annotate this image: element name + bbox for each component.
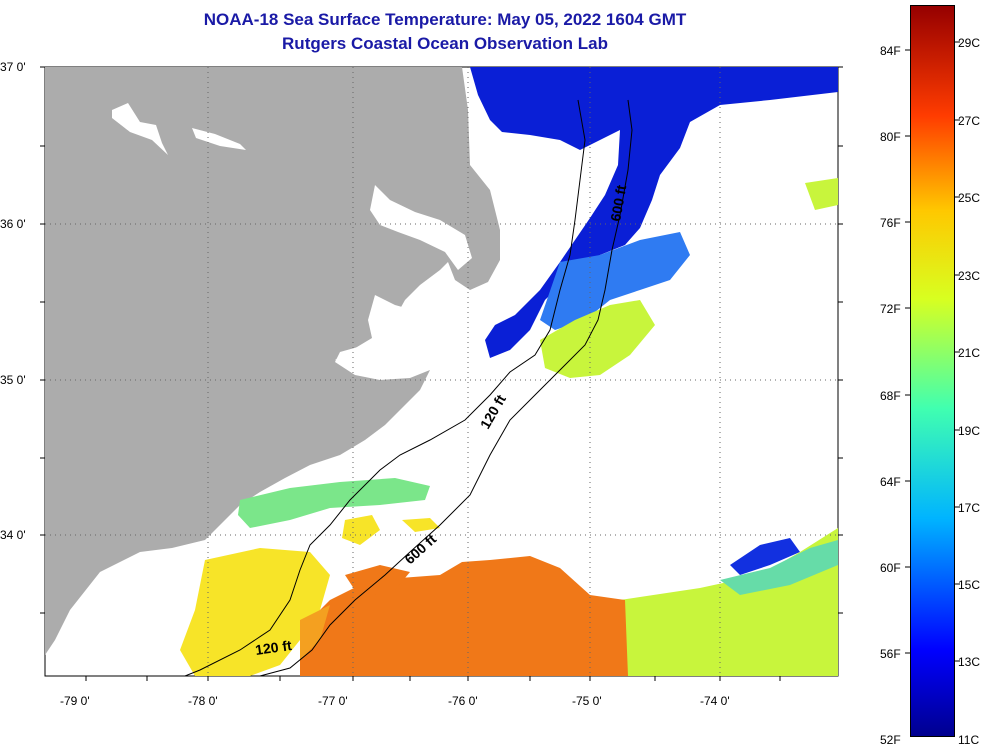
colorbar-f-label: 56F: [880, 647, 901, 661]
map-title: NOAA-18 Sea Surface Temperature: May 05,…: [203, 10, 687, 29]
inland-water: [192, 128, 246, 150]
colorbar-c-label: 29C: [958, 36, 981, 50]
colorbar-c-label: 27C: [958, 114, 981, 128]
colorbar-c-label: 25C: [958, 191, 981, 205]
graticule: [45, 67, 838, 676]
colorbar-f-label: 76F: [880, 216, 901, 230]
colorbar-f-label: 80F: [880, 130, 901, 144]
lon-label: -79 0': [60, 694, 90, 708]
axis-ticks: [40, 66, 843, 681]
sst-hot-water: [300, 556, 628, 676]
inland-water: [370, 185, 472, 270]
sst-warm-water: [180, 515, 440, 676]
inland-water: [112, 103, 168, 155]
colorbar-c-label: 19C: [958, 424, 981, 438]
lat-label: 36 0': [0, 217, 26, 231]
colorbar-f-label: 60F: [880, 561, 901, 575]
colorbar-c-label: 23C: [958, 269, 981, 283]
sst-mid-water: [238, 178, 838, 676]
contour-label: 120 ft: [254, 637, 293, 658]
colorbar-f-label: 64F: [880, 475, 901, 489]
inland-water: [335, 295, 470, 368]
bathymetry-contours: [184, 99, 633, 676]
colorbar-f-label: 84F: [880, 44, 901, 58]
map-subtitle: Rutgers Coastal Ocean Observation Lab: [282, 34, 608, 53]
colorbar-c-label: 15C: [958, 578, 981, 592]
lon-label: -76 0': [448, 694, 478, 708]
colorbar-c-label: 11C: [958, 733, 980, 747]
colorbar-c-label: 13C: [958, 655, 981, 669]
lon-label: -78 0': [188, 694, 218, 708]
sst-cold-water: [470, 67, 838, 575]
lat-label: 35 0': [0, 373, 26, 387]
colorbar-c-label: 21C: [958, 346, 981, 360]
lat-label: 34 0': [0, 528, 26, 542]
color-scale-bar: [910, 5, 955, 737]
lon-label: -77 0': [318, 694, 348, 708]
colorbar-c-label: 17C: [958, 501, 981, 515]
lon-label: -75 0': [572, 694, 602, 708]
contour-label: 600 ft: [607, 183, 629, 222]
colorbar-f-label: 72F: [880, 302, 901, 316]
lon-label: -74 0': [700, 694, 730, 708]
colorbar-f-label: 52F: [880, 733, 901, 747]
colorbar-f-label: 68F: [880, 389, 901, 403]
lat-label: 37 0': [0, 60, 26, 74]
